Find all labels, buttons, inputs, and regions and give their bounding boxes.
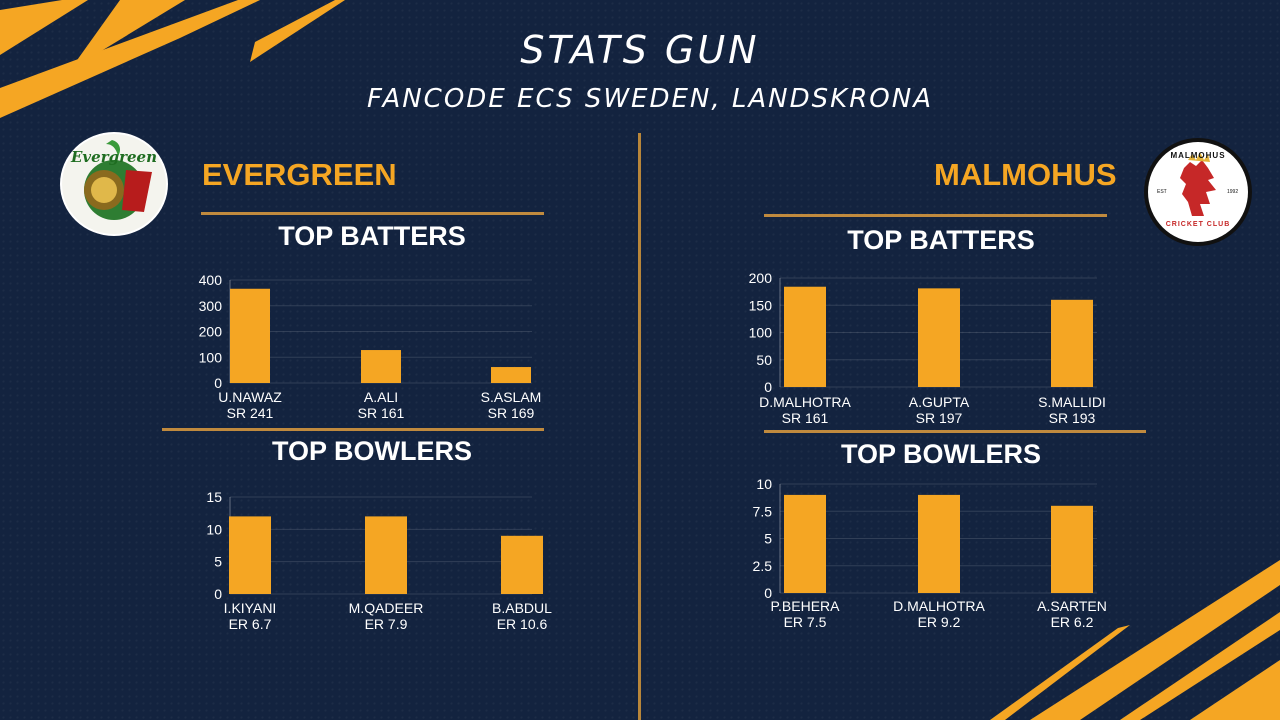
y-tick-label: 200 (199, 324, 223, 340)
x-category-label: D.MALHOTRA (759, 394, 851, 410)
bar (365, 516, 407, 594)
y-tick-label: 2.5 (753, 558, 773, 574)
bar (918, 494, 960, 593)
malmohus-batters-title: TOP BATTERS (847, 225, 1035, 255)
bar (229, 516, 271, 594)
malmohus-logo: MALMOHUS EST 1992 CRICKET CLUB (1144, 138, 1252, 246)
y-tick-label: 300 (199, 298, 223, 314)
bar (491, 367, 531, 383)
x-category-label: A.ALI (364, 389, 398, 405)
x-category-label: A.GUPTA (909, 394, 970, 410)
bar (230, 288, 270, 383)
y-tick-label: 7.5 (753, 503, 773, 519)
malmohus-logo-year: 1992 (1227, 189, 1239, 195)
y-tick-label: 100 (199, 349, 223, 365)
y-tick-label: 0 (214, 586, 222, 602)
y-tick-label: 0 (764, 379, 772, 395)
evergreen-header-rule (201, 212, 544, 215)
x-sub-label: SR 197 (916, 410, 963, 426)
x-category-label: P.BEHERA (771, 598, 841, 614)
x-sub-label: ER 7.5 (784, 614, 827, 630)
x-sub-label: SR 241 (227, 405, 274, 421)
y-tick-label: 50 (756, 352, 772, 368)
x-category-label: I.KIYANI (224, 600, 277, 616)
y-tick-label: 400 (199, 272, 223, 288)
bar (501, 535, 543, 594)
evergreen-logo: Evergreen (60, 132, 168, 236)
evergreen-section-rule (162, 428, 544, 431)
x-sub-label: ER 10.6 (497, 616, 548, 632)
x-sub-label: SR 193 (1049, 410, 1096, 426)
evergreen-logo-text: Evergreen (71, 148, 157, 166)
y-tick-label: 100 (749, 325, 773, 341)
x-sub-label: ER 9.2 (918, 614, 961, 630)
x-sub-label: ER 7.9 (365, 616, 408, 632)
y-tick-label: 200 (749, 270, 773, 286)
malmohus-header-rule (764, 214, 1107, 217)
malmohus-bowlers-title: TOP BOWLERS (840, 439, 1042, 469)
center-divider (638, 133, 641, 720)
malmohus-logo-subtext: CRICKET CLUB (1165, 221, 1231, 228)
malmohus-logo-text: MALMOHUS (1170, 151, 1226, 160)
team-name-malmohus: MALMOHUS (934, 157, 1117, 192)
y-tick-label: 0 (214, 375, 222, 391)
y-tick-label: 5 (214, 554, 222, 570)
x-category-label: S.MALLIDI (1038, 394, 1106, 410)
malmohus-logo-est: EST (1157, 189, 1167, 195)
y-tick-label: 150 (749, 297, 773, 313)
bar (1051, 505, 1093, 593)
bar (1051, 299, 1093, 387)
y-tick-label: 15 (206, 489, 222, 505)
x-sub-label: SR 169 (488, 405, 535, 421)
team-name-evergreen: EVERGREEN (202, 157, 397, 192)
x-sub-label: ER 6.2 (1051, 614, 1094, 630)
x-category-label: M.QADEER (349, 600, 424, 616)
x-category-label: S.ASLAM (481, 389, 542, 405)
bar (784, 494, 826, 593)
x-sub-label: ER 6.7 (229, 616, 272, 632)
page-subtitle: FANCODE ECS SWEDEN, LANDSKRONA (367, 84, 933, 114)
page-title: STATS GUN (520, 28, 760, 72)
x-category-label: D.MALHOTRA (893, 598, 985, 614)
bar (784, 286, 826, 387)
x-category-label: U.NAWAZ (218, 389, 282, 405)
bar (918, 288, 960, 387)
bar (361, 350, 401, 383)
evergreen-batters-title: TOP BATTERS (278, 221, 466, 251)
y-tick-label: 10 (206, 521, 222, 537)
evergreen-bowlers-title: TOP BOWLERS (271, 436, 473, 466)
y-tick-label: 10 (756, 476, 772, 492)
x-sub-label: SR 161 (782, 410, 829, 426)
malmohus-section-rule (764, 430, 1146, 433)
x-category-label: B.ABDUL (492, 600, 552, 616)
x-category-label: A.SARTEN (1037, 598, 1107, 614)
y-tick-label: 0 (764, 585, 772, 601)
y-tick-label: 5 (764, 531, 772, 547)
x-sub-label: SR 161 (358, 405, 405, 421)
